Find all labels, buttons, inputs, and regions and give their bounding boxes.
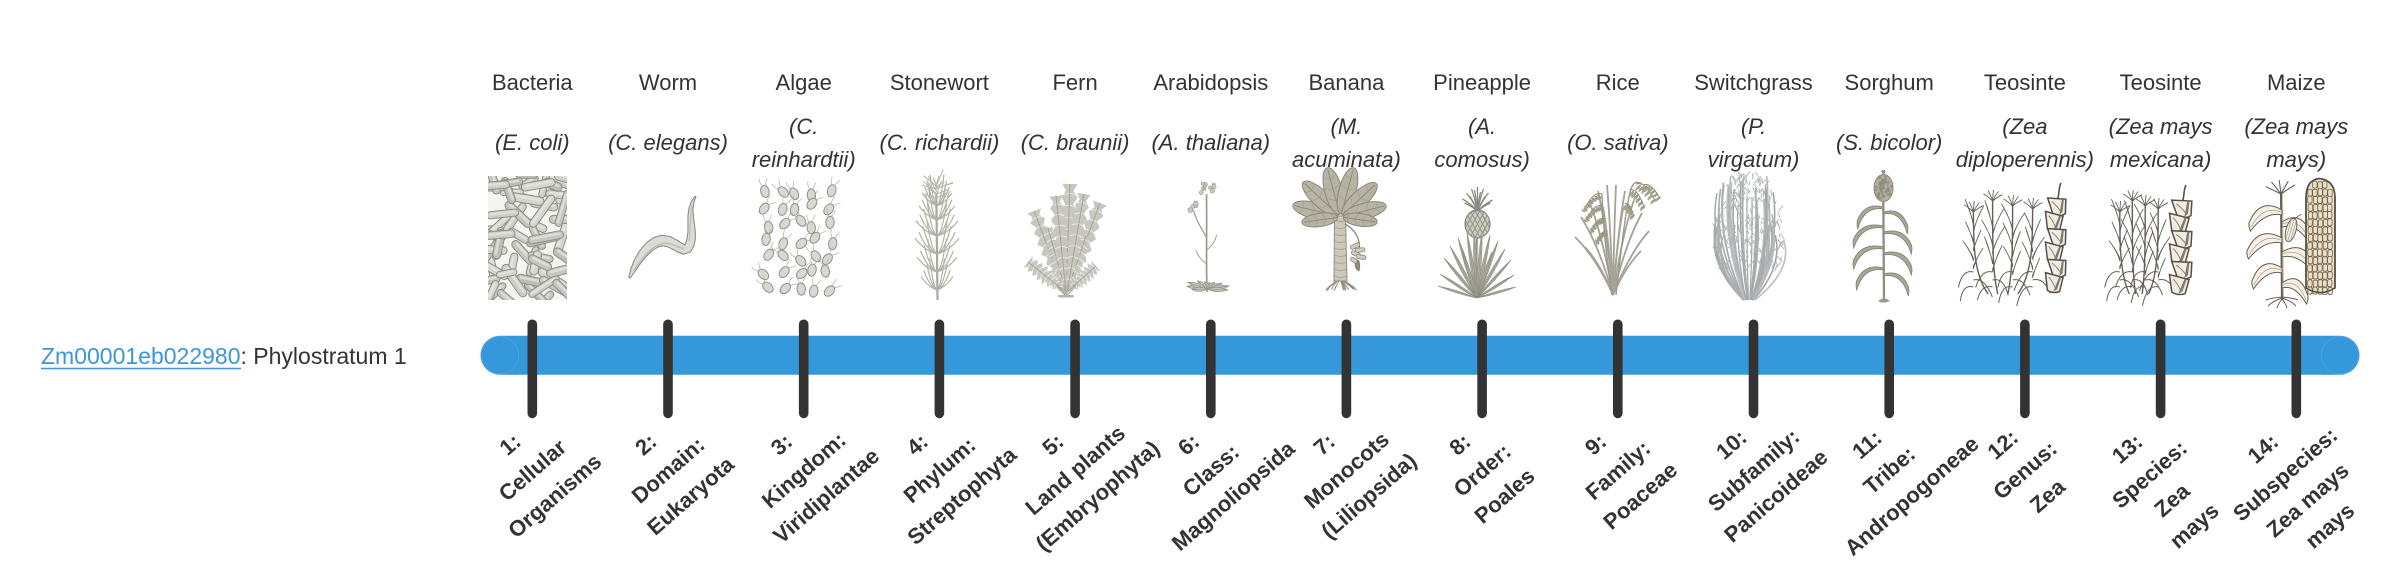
svg-text:Algae: Algae [776,70,832,95]
svg-text:Teosinte: Teosinte [2120,70,2202,95]
svg-text:comosus): comosus) [1434,147,1529,172]
svg-text:Maize: Maize [2267,70,2326,95]
svg-text:mexicana): mexicana) [2110,147,2211,172]
svg-text:(M.: (M. [1331,114,1363,139]
svg-text:reinhardtii): reinhardtii) [752,147,856,172]
svg-text:Stonewort: Stonewort [890,70,989,95]
svg-text:Banana: Banana [1308,70,1385,95]
svg-text:(A. thaliana): (A. thaliana) [1151,130,1270,155]
svg-text:(C. elegans): (C. elegans) [608,130,728,155]
svg-text:Zm00001eb022980: Phylostratum: Zm00001eb022980: Phylostratum 1 [41,343,407,369]
svg-text:diploperennis): diploperennis) [1956,147,2094,172]
svg-text:Bacteria: Bacteria [492,70,573,95]
svg-text:(C. richardii): (C. richardii) [880,130,1000,155]
svg-text:Worm: Worm [639,70,697,95]
svg-text:acuminata): acuminata) [1292,147,1401,172]
svg-text:Fern: Fern [1052,70,1097,95]
svg-text:(C. braunii): (C. braunii) [1021,130,1130,155]
svg-text:(Zea mays: (Zea mays [2109,114,2213,139]
svg-text:(P.: (P. [1741,114,1766,139]
svg-text:Sorghum: Sorghum [1845,70,1934,95]
svg-text:(Zea: (Zea [2002,114,2047,139]
svg-text:Teosinte: Teosinte [1984,70,2066,95]
svg-text:(S. bicolor): (S. bicolor) [1836,130,1942,155]
svg-text:Switchgrass: Switchgrass [1694,70,1813,95]
svg-text:Rice: Rice [1596,70,1640,95]
svg-text:(E. coli): (E. coli) [495,130,570,155]
svg-text:(O. sativa): (O. sativa) [1567,130,1668,155]
svg-text:Pineapple: Pineapple [1433,70,1531,95]
svg-text:(A.: (A. [1468,114,1496,139]
svg-text:(C.: (C. [789,114,818,139]
svg-text:virgatum): virgatum) [1708,147,1800,172]
svg-text:(Zea mays: (Zea mays [2244,114,2348,139]
svg-text:Arabidopsis: Arabidopsis [1153,70,1268,95]
svg-text:mays): mays) [2266,147,2326,172]
